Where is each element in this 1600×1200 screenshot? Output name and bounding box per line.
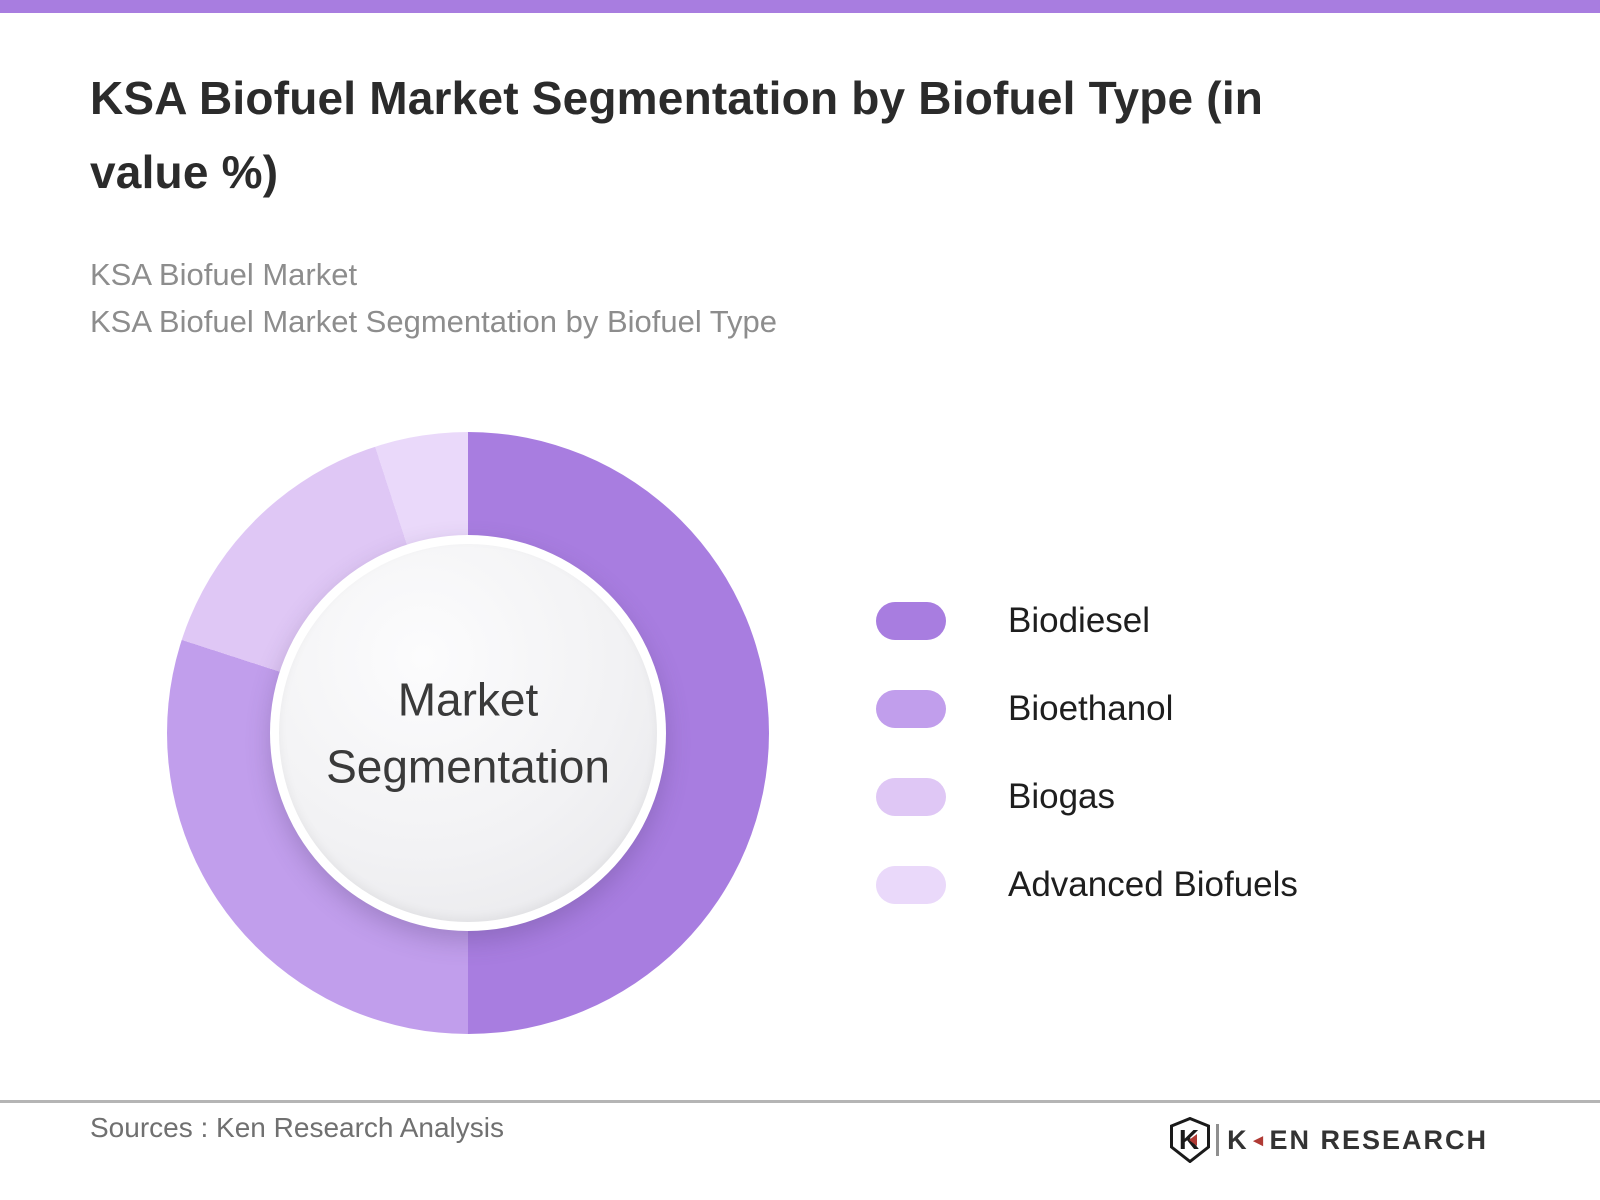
ken-research-logo: K K ◄ EN RESEARCH	[1170, 1116, 1488, 1164]
svg-text:K: K	[1179, 1124, 1199, 1155]
logo-letter-k: K	[1227, 1124, 1249, 1155]
subtitle-line-2: KSA Biofuel Market Segmentation by Biofu…	[90, 303, 777, 339]
logo-wordmark: K ◄ EN RESEARCH	[1227, 1125, 1488, 1156]
legend-label: Bioethanol	[1008, 689, 1174, 728]
legend-item: Biodiesel	[876, 601, 1298, 641]
top-accent-bar	[0, 0, 1600, 13]
sources-text: Sources : Ken Research Analysis	[90, 1112, 504, 1143]
logo-text-rest: EN RESEARCH	[1269, 1124, 1488, 1155]
footer-divider	[0, 1100, 1600, 1103]
legend-swatch	[876, 690, 946, 728]
donut-center-label: Market Segmentation	[326, 673, 610, 792]
legend-item: Advanced Biofuels	[876, 865, 1298, 905]
legend-label: Advanced Biofuels	[1008, 865, 1298, 904]
logo-divider	[1216, 1124, 1220, 1156]
donut-inner-circle	[279, 544, 657, 922]
donut-chart: Market Segmentation	[167, 432, 769, 1034]
logo-red-arrow-icon: ◄	[1249, 1130, 1269, 1150]
legend-label: Biodiesel	[1008, 601, 1151, 640]
legend-swatch	[876, 866, 946, 904]
chart-subtitle: KSA Biofuel Market KSA Biofuel Market Se…	[90, 252, 1390, 345]
legend-label: Biogas	[1008, 777, 1116, 816]
shield-k-icon: K	[1170, 1117, 1211, 1163]
legend: Biodiesel Bioethanol Biogas Advanced Bio…	[876, 601, 1298, 905]
legend-item: Biogas	[876, 777, 1298, 817]
legend-item: Bioethanol	[876, 689, 1298, 729]
page-title: KSA Biofuel Market Segmentation by Biofu…	[90, 72, 1264, 198]
legend-swatch	[876, 778, 946, 816]
donut-hole: Market Segmentation	[270, 535, 666, 931]
subtitle-line-1: KSA Biofuel Market	[90, 257, 358, 292]
legend-swatch	[876, 602, 946, 640]
